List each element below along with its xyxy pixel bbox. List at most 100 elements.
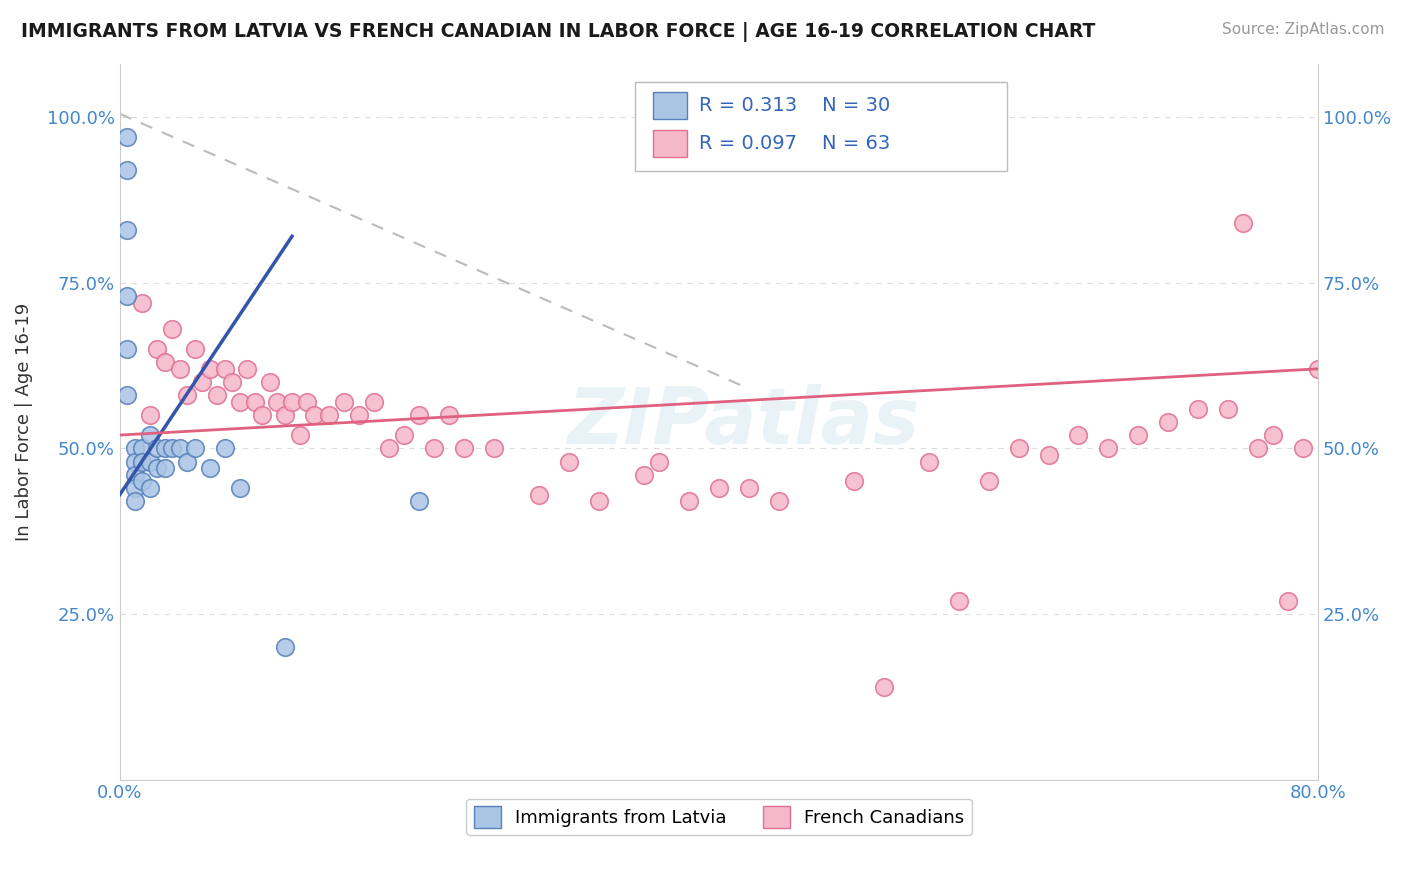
Point bbox=[176, 388, 198, 402]
Point bbox=[153, 461, 176, 475]
Point bbox=[124, 467, 146, 482]
Y-axis label: In Labor Force | Age 16-19: In Labor Force | Age 16-19 bbox=[15, 302, 32, 541]
Point bbox=[115, 223, 138, 237]
Point bbox=[138, 481, 160, 495]
Point bbox=[1232, 216, 1254, 230]
Point bbox=[394, 428, 416, 442]
Point bbox=[1038, 448, 1060, 462]
Point bbox=[1218, 401, 1240, 416]
Point bbox=[221, 375, 243, 389]
Point bbox=[304, 408, 326, 422]
Point bbox=[678, 494, 700, 508]
Point bbox=[146, 461, 169, 475]
Point bbox=[1067, 428, 1090, 442]
Point bbox=[243, 395, 266, 409]
Point bbox=[408, 408, 430, 422]
Point bbox=[363, 395, 385, 409]
Point bbox=[281, 395, 304, 409]
Point bbox=[378, 442, 401, 456]
Point bbox=[318, 408, 340, 422]
Point bbox=[131, 475, 153, 489]
Point bbox=[138, 408, 160, 422]
Legend: Immigrants from Latvia, French Canadians: Immigrants from Latvia, French Canadians bbox=[467, 798, 972, 835]
Point bbox=[738, 481, 761, 495]
Point bbox=[205, 388, 228, 402]
Point bbox=[1292, 442, 1315, 456]
Point bbox=[588, 494, 610, 508]
Point bbox=[977, 475, 1000, 489]
Point bbox=[228, 481, 250, 495]
Point bbox=[228, 395, 250, 409]
Point bbox=[131, 442, 153, 456]
Point bbox=[160, 442, 183, 456]
Point bbox=[266, 395, 288, 409]
Text: ZIPatlas: ZIPatlas bbox=[567, 384, 920, 460]
Point bbox=[558, 454, 581, 468]
Point bbox=[250, 408, 273, 422]
Point bbox=[295, 395, 318, 409]
Point bbox=[183, 442, 205, 456]
Point bbox=[527, 488, 550, 502]
Point bbox=[131, 295, 153, 310]
Point bbox=[124, 454, 146, 468]
Point bbox=[169, 361, 191, 376]
Point bbox=[124, 442, 146, 456]
Bar bbox=[652, 130, 686, 157]
Text: R = 0.097    N = 63: R = 0.097 N = 63 bbox=[699, 134, 890, 153]
Point bbox=[124, 494, 146, 508]
Point bbox=[183, 342, 205, 356]
Point bbox=[1247, 442, 1270, 456]
Point bbox=[349, 408, 371, 422]
Point bbox=[115, 130, 138, 145]
Point bbox=[169, 442, 191, 456]
Point bbox=[115, 163, 138, 178]
Point bbox=[115, 289, 138, 303]
Point bbox=[288, 428, 311, 442]
Point bbox=[873, 680, 896, 694]
Point bbox=[1157, 415, 1180, 429]
Bar bbox=[652, 92, 686, 120]
Point bbox=[191, 375, 214, 389]
Point bbox=[160, 322, 183, 336]
Point bbox=[214, 361, 236, 376]
Point bbox=[124, 481, 146, 495]
Point bbox=[146, 442, 169, 456]
Point bbox=[1097, 442, 1119, 456]
Point bbox=[333, 395, 356, 409]
Point bbox=[1322, 686, 1344, 700]
Text: R = 0.313    N = 30: R = 0.313 N = 30 bbox=[699, 96, 890, 115]
Point bbox=[633, 467, 655, 482]
Point bbox=[153, 442, 176, 456]
FancyBboxPatch shape bbox=[636, 82, 1007, 171]
Point bbox=[259, 375, 281, 389]
Point bbox=[842, 475, 865, 489]
Text: IMMIGRANTS FROM LATVIA VS FRENCH CANADIAN IN LABOR FORCE | AGE 16-19 CORRELATION: IMMIGRANTS FROM LATVIA VS FRENCH CANADIA… bbox=[21, 22, 1095, 42]
Point bbox=[423, 442, 446, 456]
Point bbox=[131, 454, 153, 468]
Point bbox=[1277, 593, 1299, 607]
Point bbox=[484, 442, 506, 456]
Point bbox=[115, 342, 138, 356]
Point bbox=[1007, 442, 1029, 456]
Point bbox=[948, 593, 970, 607]
Point bbox=[917, 454, 939, 468]
Point bbox=[236, 361, 259, 376]
Point bbox=[198, 361, 221, 376]
Point bbox=[273, 640, 295, 654]
Point bbox=[138, 428, 160, 442]
Point bbox=[1263, 428, 1285, 442]
Point bbox=[648, 454, 671, 468]
Point bbox=[707, 481, 730, 495]
Point bbox=[146, 342, 169, 356]
Point bbox=[176, 454, 198, 468]
Point bbox=[115, 388, 138, 402]
Point bbox=[439, 408, 461, 422]
Point bbox=[408, 494, 430, 508]
Point bbox=[1308, 361, 1330, 376]
Point bbox=[453, 442, 475, 456]
Point bbox=[1128, 428, 1150, 442]
Point bbox=[198, 461, 221, 475]
Point bbox=[214, 442, 236, 456]
Point bbox=[153, 355, 176, 369]
Point bbox=[273, 408, 295, 422]
